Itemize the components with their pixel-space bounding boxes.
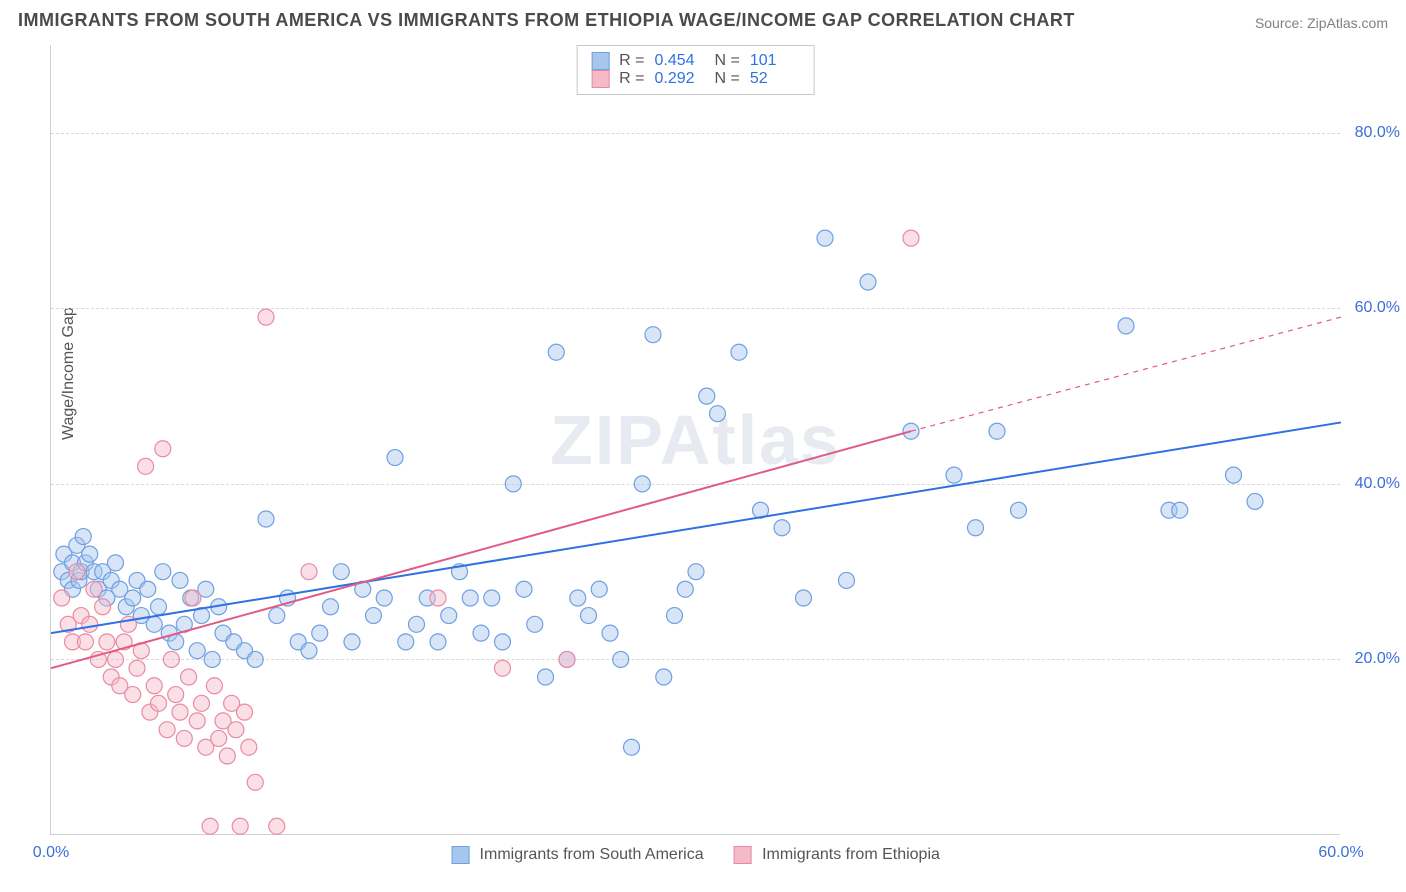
legend-label-series1: Immigrants from South America [480,846,704,863]
stats-row-series1: R = 0.454 N = 101 [591,52,800,70]
legend-swatch-icon [451,846,469,864]
legend-item-series2: Immigrants from Ethiopia [734,846,940,864]
stat-n-label: N = [715,52,740,70]
stats-row-series2: R = 0.292 N = 52 [591,70,800,88]
legend-swatch-series2 [591,70,609,88]
source-attribution: Source: ZipAtlas.com [1255,15,1388,31]
stat-r-label: R = [619,70,644,88]
stat-n-value-series2: 52 [750,70,800,88]
legend-item-series1: Immigrants from South America [451,846,704,864]
correlation-stats-box: R = 0.454 N = 101 R = 0.292 N = 52 [576,45,815,95]
chart-title: IMMIGRANTS FROM SOUTH AMERICA VS IMMIGRA… [18,10,1075,31]
stat-n-value-series1: 101 [750,52,800,70]
legend-bottom: Immigrants from South America Immigrants… [451,846,940,864]
legend-swatch-icon [734,846,752,864]
legend-label-series2: Immigrants from Ethiopia [762,846,940,863]
stat-r-value-series1: 0.454 [655,52,705,70]
legend-swatch-series1 [591,52,609,70]
stat-r-value-series2: 0.292 [655,70,705,88]
scatter-svg [51,45,1340,834]
stat-r-label: R = [619,52,644,70]
chart-plot-area: Wage/Income Gap 20.0%40.0%60.0%80.0% 0.0… [50,45,1340,835]
stat-n-label: N = [715,70,740,88]
